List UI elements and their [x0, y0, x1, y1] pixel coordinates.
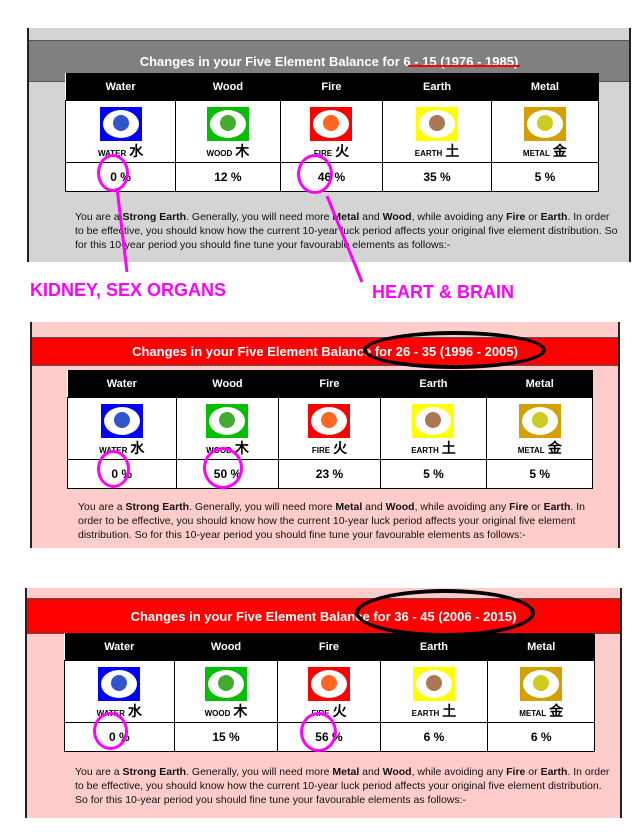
header-wood: Wood	[176, 370, 279, 398]
advice-text: You are a Strong Earth. Generally, you w…	[75, 211, 618, 251]
annotation-heart: HEART & BRAIN	[372, 282, 514, 302]
header-earth: Earth	[380, 633, 488, 661]
element-label: WOOD 木	[204, 703, 248, 719]
header-wood: Wood	[175, 73, 281, 101]
metal-nuggets-icon	[518, 404, 561, 438]
header-water: Water	[65, 73, 176, 101]
value-wood: 12 %	[175, 162, 281, 192]
earth-rocks-icon	[416, 107, 459, 141]
highlight-ring	[93, 712, 128, 750]
element-label: WATER 水	[97, 143, 144, 159]
element-label: WOOD 木	[206, 143, 250, 159]
header-metal: Metal	[491, 73, 599, 101]
value-fire: 23 %	[278, 459, 381, 489]
highlight-ring	[300, 712, 337, 752]
highlight-ring	[97, 154, 129, 192]
value-metal: 6 %	[487, 722, 595, 752]
element-label: FIRE 火	[311, 440, 348, 456]
value-wood: 15 %	[173, 722, 279, 752]
flame-icon	[307, 667, 350, 701]
advice-text: You are a Strong Earth. Generally, you w…	[75, 766, 610, 806]
value-metal: 5 %	[486, 459, 593, 489]
header-fire: Fire	[280, 73, 383, 101]
earth-rocks-icon	[412, 667, 455, 701]
flame-icon	[310, 107, 353, 141]
highlight-oval	[363, 331, 546, 369]
water-drops-icon	[99, 107, 142, 141]
highlight-ring	[203, 447, 243, 489]
metal-nuggets-icon	[520, 667, 563, 701]
header-fire: Fire	[277, 633, 380, 661]
highlight-ring	[97, 450, 130, 488]
water-drops-icon	[100, 404, 143, 438]
header-metal: Metal	[486, 370, 593, 398]
element-label: FIRE 火	[313, 143, 350, 159]
element-table: Water Wood Fire Earth Metal WATER 水 WOOD 木 FIRE 火 E…	[67, 370, 593, 489]
element-label: EARTH 土	[411, 440, 456, 456]
title-period: 6 - 15 (1976 - 1985)	[403, 53, 519, 69]
header-earth: Earth	[382, 73, 492, 101]
element-label: EARTH 土	[414, 143, 460, 159]
header-water: Water	[67, 370, 177, 398]
header-wood: Wood	[174, 633, 278, 661]
element-label: METAL 金	[519, 703, 564, 719]
element-label: EARTH 土	[411, 703, 457, 719]
title-prefix: Changes in your Five Element Balance for	[132, 344, 393, 359]
water-drops-icon	[98, 667, 141, 701]
advice-text: You are a Strong Earth. Generally, you w…	[78, 501, 585, 541]
value-earth: 5 %	[379, 459, 488, 489]
annotation-kidney: KIDNEY, SEX ORGANS	[30, 280, 227, 300]
value-earth: 35 %	[382, 162, 492, 192]
title-prefix: Changes in your Five Element Balance for	[130, 608, 391, 624]
value-earth: 6 %	[379, 722, 489, 752]
earth-rocks-icon	[412, 404, 455, 438]
period-panel: Changes in your Five Element Balance for…	[30, 322, 620, 548]
element-label: METAL 金	[522, 143, 567, 159]
header-fire: Fire	[278, 370, 381, 398]
tree-icon	[204, 667, 247, 701]
tree-icon	[206, 107, 249, 141]
flame-icon	[308, 404, 351, 438]
element-label: METAL 金	[517, 440, 562, 456]
header-earth: Earth	[380, 370, 487, 398]
tree-icon	[206, 404, 249, 438]
header-metal: Metal	[487, 633, 595, 661]
highlight-ring	[297, 154, 333, 194]
metal-nuggets-icon	[523, 107, 566, 141]
highlight-oval	[355, 589, 535, 637]
title-prefix: Changes in your Five Element Balance for	[139, 53, 400, 69]
value-metal: 5 %	[490, 162, 600, 192]
header-water: Water	[64, 633, 175, 661]
